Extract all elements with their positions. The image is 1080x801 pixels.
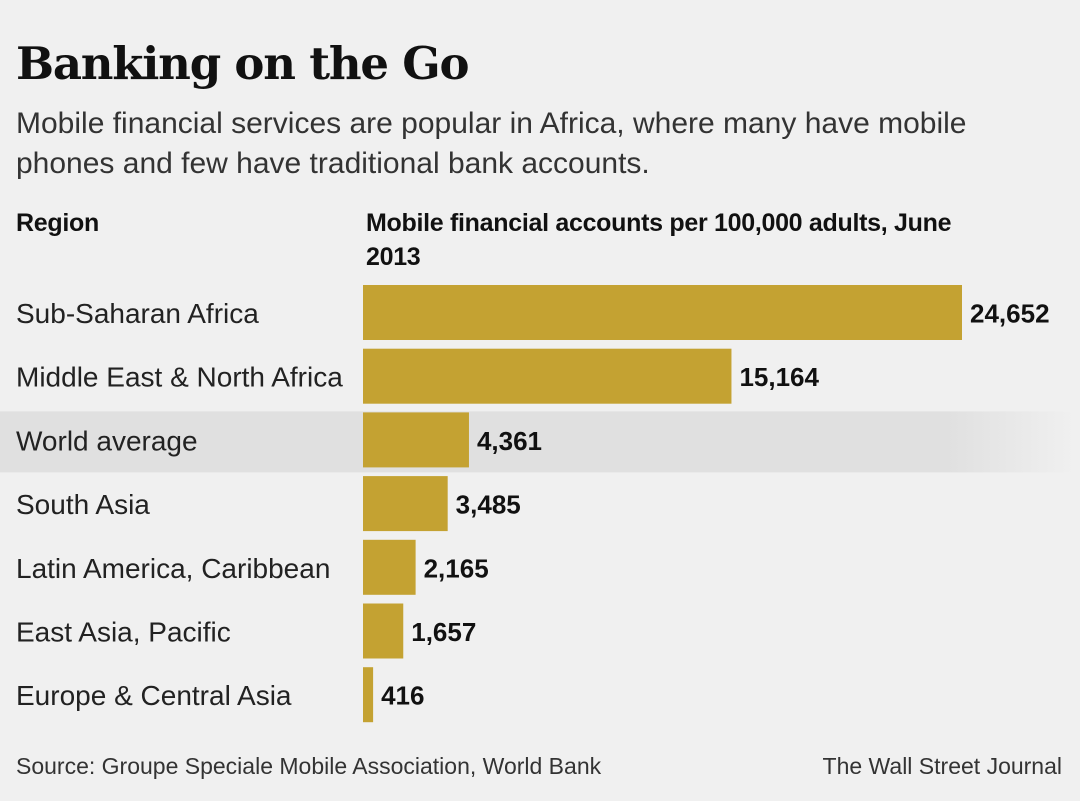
value-label: 15,164 xyxy=(739,362,819,392)
category-label: Sub-Saharan Africa xyxy=(16,298,259,329)
value-label: 24,652 xyxy=(970,299,1050,329)
category-label: Latin America, Caribbean xyxy=(16,553,330,584)
source-note: Source: Groupe Speciale Mobile Associati… xyxy=(16,753,602,779)
publisher-credit: The Wall Street Journal xyxy=(822,753,1062,779)
value-label: 416 xyxy=(381,681,424,711)
bar xyxy=(363,476,448,532)
category-label: East Asia, Pacific xyxy=(16,617,231,648)
bar xyxy=(363,285,962,340)
bar xyxy=(363,412,469,468)
category-label: Europe & Central Asia xyxy=(16,680,292,711)
value-column-header: Mobile financial accounts per 100,000 ad… xyxy=(366,209,952,271)
value-label: 2,165 xyxy=(424,553,489,583)
bar xyxy=(363,667,374,723)
highlight-row-band xyxy=(0,411,1075,473)
chart-subtitle: Mobile financial services are popular in… xyxy=(16,107,967,180)
chart-title: Banking on the Go xyxy=(16,37,469,90)
category-label: World average xyxy=(16,425,198,456)
category-label: Middle East & North Africa xyxy=(16,362,343,393)
value-label: 3,485 xyxy=(456,490,521,520)
value-label: 4,361 xyxy=(477,426,542,456)
bar xyxy=(363,348,732,404)
bar xyxy=(363,539,416,595)
region-column-header: Region xyxy=(16,209,99,237)
bar xyxy=(363,603,404,659)
value-label: 1,657 xyxy=(411,617,476,647)
category-label: South Asia xyxy=(16,489,150,520)
